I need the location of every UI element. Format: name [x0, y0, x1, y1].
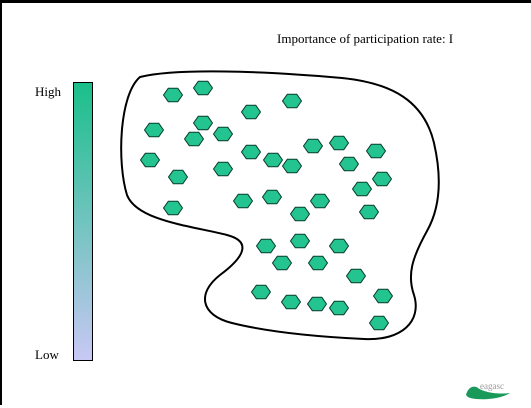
hexagon-marker [139, 152, 161, 168]
hexagon-marker [143, 122, 165, 138]
hexagon-marker [162, 200, 184, 216]
region-outline [120, 70, 440, 341]
hexagon-marker [328, 238, 350, 254]
slide-title: Importance of participation rate: I [277, 31, 454, 46]
hexagon-marker [183, 131, 205, 147]
hexagon-marker [281, 93, 303, 109]
hexagon-marker [289, 233, 311, 249]
hexagon-marker [167, 169, 189, 185]
hexagon-marker [307, 255, 329, 271]
hexagon-marker [302, 138, 324, 154]
logo-swoosh-icon [466, 386, 510, 400]
hexagon-marker [255, 238, 277, 254]
hexagon-marker [280, 294, 302, 310]
teagasc-logo: eagasc [466, 381, 510, 400]
hexagon-marker [358, 204, 380, 220]
hexagon-marker [289, 206, 311, 222]
hexagon-marker [261, 189, 283, 205]
hexagon-marker [306, 296, 328, 312]
hexagon-marker [240, 144, 262, 160]
hexagon-marker [192, 80, 214, 96]
hexagon-marker [351, 181, 373, 197]
hexagon-marker [328, 135, 350, 151]
hexagon-marker [345, 268, 367, 284]
hexagon-marker [271, 255, 293, 271]
hexagon-marker [262, 152, 284, 168]
hexagon-marker [372, 288, 394, 304]
participation-diagram [120, 70, 440, 341]
scale-low-label: Low [35, 347, 59, 362]
hexagon-marker [371, 171, 393, 187]
hexagon-marker [250, 284, 272, 300]
logo-text: eagasc [480, 381, 504, 391]
scale-high-label: High [35, 84, 61, 99]
hexagon-marker [212, 126, 234, 142]
hexagon-marker [365, 143, 387, 159]
importance-scale-bar [73, 82, 93, 361]
hexagon-group [139, 80, 394, 331]
hexagon-marker [232, 193, 254, 209]
hexagon-marker [212, 161, 234, 177]
hexagon-marker [338, 156, 360, 172]
hexagon-marker [309, 193, 331, 209]
hexagon-marker [162, 87, 184, 103]
hexagon-marker [328, 300, 350, 316]
hexagon-marker [240, 104, 262, 120]
hexagon-marker [281, 158, 303, 174]
hexagon-marker [368, 315, 390, 331]
hexagon-marker [192, 115, 214, 131]
